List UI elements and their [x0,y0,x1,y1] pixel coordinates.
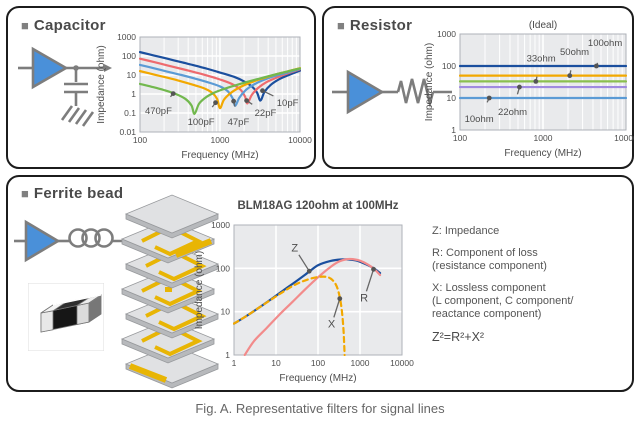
svg-text:1: 1 [131,89,136,99]
svg-text:Impedance (ohm): Impedance (ohm) [424,43,435,121]
square-bullet-icon: ■ [21,18,29,33]
svg-text:Z: Z [291,242,298,254]
svg-text:10: 10 [447,93,457,103]
capacitor-header: ■ Capacitor [21,17,106,34]
svg-text:Frequency (MHz): Frequency (MHz) [504,148,581,159]
legend-x-line3: reactance component) [432,308,542,320]
svg-text:10000: 10000 [390,358,414,368]
svg-text:BLM18AG 120ohm at 100MHz: BLM18AG 120ohm at 100MHz [237,200,398,212]
svg-text:22pF: 22pF [255,108,277,119]
legend-z: Z: Impedance [432,225,500,237]
svg-text:1000: 1000 [534,133,553,143]
ferrite-bead-panel: ■ Ferrite bead [6,175,634,392]
svg-text:1: 1 [451,125,456,135]
svg-text:100: 100 [453,133,467,143]
ferrite-layer-stack [120,194,220,389]
svg-text:50ohm: 50ohm [560,47,589,58]
svg-text:(Ideal): (Ideal) [529,20,557,31]
svg-text:Impedance (ohm): Impedance (ohm) [194,251,205,329]
svg-text:10: 10 [271,358,281,368]
svg-text:X: X [328,319,336,331]
svg-text:10000: 10000 [614,133,634,143]
svg-text:1000: 1000 [351,358,370,368]
legend-x-line2: (L component, C component/ [432,295,574,307]
svg-text:10: 10 [127,70,137,80]
legend-x-line1: X: Lossless component [432,282,546,294]
capacitor-circuit-icon [18,46,112,127]
svg-text:10pF: 10pF [277,98,299,109]
legend-r-line1: R: Component of loss [432,247,538,259]
svg-text:100: 100 [311,358,325,368]
svg-text:33ohm: 33ohm [527,54,556,65]
svg-text:100: 100 [133,135,147,145]
ferrite-circuit-icon [14,219,129,263]
capacitor-panel: ■ Capacitor 470pF 100pF 47pF 22pF 10pF 100 100… [6,6,316,169]
impedance-formula: Z²=R²+X² [432,330,485,344]
svg-text:10: 10 [221,307,231,317]
svg-text:100: 100 [442,61,456,71]
svg-text:100: 100 [216,263,230,273]
svg-text:1: 1 [232,358,237,368]
ferrite-panel-title: Ferrite bead [33,185,124,202]
resistor-panel-title: Resistor [349,17,413,34]
impedance-legend: Z: Impedance R: Component of loss (resis… [432,225,632,344]
svg-text:10ohm: 10ohm [465,114,494,125]
svg-text:47pF: 47pF [228,117,250,128]
svg-text:0.1: 0.1 [124,108,136,118]
svg-text:100: 100 [122,51,136,61]
svg-text:1: 1 [225,350,230,360]
svg-text:470pF: 470pF [145,106,172,117]
svg-text:R: R [360,293,368,305]
resistor-circuit-icon [332,69,452,115]
legend-r-line2: (resistance component) [432,260,547,272]
capacitor-panel-title: Capacitor [33,17,106,34]
svg-text:0.01: 0.01 [119,127,136,137]
figure-caption: Fig. A. Representative filters for signa… [195,401,445,416]
svg-text:Impedance (ohm): Impedance (ohm) [96,45,107,123]
svg-text:Frequency (MHz): Frequency (MHz) [279,373,356,384]
square-bullet-icon: ■ [21,186,29,201]
svg-text:1000: 1000 [211,220,230,230]
ferrite-chip-photo [28,283,104,351]
svg-text:1000: 1000 [117,32,136,42]
svg-text:1000: 1000 [211,135,230,145]
resistor-header: ■ Resistor [337,17,412,34]
svg-text:22ohm: 22ohm [498,107,527,118]
svg-text:Frequency (MHz): Frequency (MHz) [181,150,258,161]
svg-text:1000: 1000 [437,29,456,39]
ferrite-impedance-chart: Z X R 1 10 100 1000 10000 1000 100 10 1 Frequency (M… [194,200,414,384]
resistor-panel: ■ Resistor 10ohm 22ohm 33ohm 50ohm 100ohm 100… [322,6,634,169]
square-bullet-icon: ■ [337,18,345,33]
ferrite-header: ■ Ferrite bead [21,185,123,202]
svg-text:100ohm: 100ohm [588,38,622,49]
svg-text:100pF: 100pF [188,117,215,128]
svg-text:10000: 10000 [288,135,312,145]
